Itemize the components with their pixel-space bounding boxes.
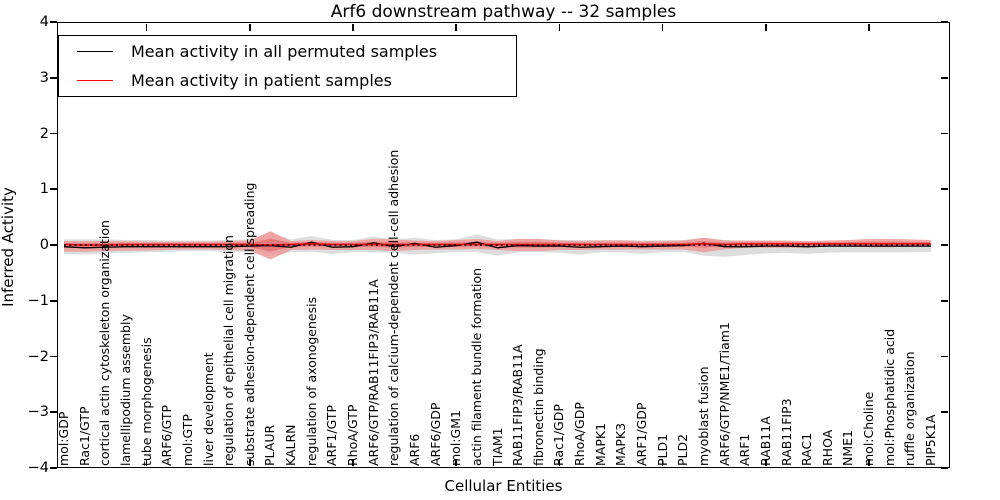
axis-tick <box>352 459 354 467</box>
x-category-label: PLD2 <box>675 433 691 466</box>
x-category-label: PLD1 <box>654 433 670 466</box>
y-tick-label: −4 <box>27 460 49 476</box>
x-category-label: NME1 <box>840 430 856 466</box>
axis-tick <box>50 132 57 135</box>
y-tick-label: 0 <box>39 237 49 253</box>
axis-tick <box>941 188 949 191</box>
axis-tick <box>941 355 949 358</box>
x-category-label: lamellipodium assembly <box>117 314 133 466</box>
permuted-mean-line <box>63 241 931 249</box>
axis-tick <box>868 459 870 467</box>
patient-line-swatch <box>77 79 113 81</box>
y-tick-label: 3 <box>39 69 49 86</box>
x-category-label: RhoA/GTP <box>345 404 360 466</box>
axis-tick <box>248 459 251 467</box>
x-category-label: RAB11FIP3/RAB11A <box>510 344 526 466</box>
axis-tick <box>455 459 457 467</box>
axis-tick <box>941 132 949 135</box>
axis-tick <box>941 76 949 79</box>
x-category-label: ARF6 <box>406 433 422 466</box>
axis-tick <box>145 459 148 467</box>
axis-tick <box>661 459 664 467</box>
x-category-label: Rac1/GDP <box>551 404 567 466</box>
x-category-label: mol:Choline <box>861 391 877 466</box>
x-category-label: fibronectin binding <box>530 348 546 466</box>
axis-tick <box>50 355 57 358</box>
x-category-label: ruffle organization <box>902 351 918 466</box>
x-category-label: RAC1 <box>799 432 815 466</box>
plot-area <box>63 231 931 260</box>
permuted-line-swatch <box>77 51 113 53</box>
x-category-label: mol:Phosphatidic acid <box>881 328 897 466</box>
x-category-label: TIAM1 <box>489 427 505 466</box>
x-category-label: substrate adhesion-dependent cell spread… <box>241 182 257 466</box>
axis-tick <box>352 23 354 31</box>
x-category-label: ARF1/GDP <box>634 402 649 466</box>
x-category-label: ARF1/GTP <box>324 404 340 466</box>
x-axis-label: Cellular Entities <box>444 477 563 495</box>
y-tick-label: −2 <box>27 348 49 365</box>
axis-tick <box>941 467 949 469</box>
y-tick-label: 1 <box>39 181 49 198</box>
x-category-label: PLAUR <box>262 424 278 466</box>
axis-tick <box>50 299 57 302</box>
axis-tick <box>50 244 57 246</box>
axis-tick <box>50 467 57 469</box>
x-category-label: mol:GDP <box>56 411 71 466</box>
axis-tick <box>868 23 870 31</box>
x-category-label: ARF1 <box>737 433 753 466</box>
x-category-label: mol:GTP <box>179 414 195 466</box>
x-category-label: regulation of epithelial cell migration <box>221 235 237 466</box>
x-category-label: PIP5K1A <box>923 414 938 466</box>
x-category-label: actin filament bundle formation <box>468 267 484 466</box>
x-category-label: MAPK3 <box>613 422 629 466</box>
x-category-label: RAB11A <box>757 416 773 466</box>
x-category-label: tube morphogenesis <box>138 337 154 466</box>
axis-tick <box>941 21 949 23</box>
axis-tick <box>248 23 251 31</box>
x-category-label: ARF6/GTP/NME1/Tiam1 <box>716 322 732 466</box>
legend-label: Mean activity in all permuted samples <box>131 42 438 62</box>
y-tick-label: 4 <box>39 14 49 30</box>
legend: Mean activity in all permuted samples Me… <box>58 35 517 97</box>
axis-tick <box>455 23 457 31</box>
x-category-label: cortical actin cytoskeleton organization <box>97 220 113 466</box>
x-category-label: mol:GM1 <box>448 410 464 466</box>
axis-tick <box>50 21 57 23</box>
y-tick-label: −1 <box>27 292 49 309</box>
x-category-label: ARF6/GDP <box>427 402 443 466</box>
axis-tick <box>50 188 57 191</box>
axis-tick <box>765 23 767 31</box>
axis-tick <box>145 23 148 31</box>
x-category-label: RAB11FIP3 <box>778 398 794 466</box>
x-category-label: myoblast fusion <box>695 366 711 466</box>
x-category-label: regulation of calcium-dependent cell-cel… <box>386 149 402 466</box>
x-category-label: RHOA <box>819 429 835 466</box>
x-category-label: liver development <box>200 352 216 466</box>
axis-tick <box>558 459 561 467</box>
x-category-label: MAPK1 <box>592 422 608 466</box>
y-tick-label: 2 <box>39 125 49 142</box>
x-category-label: regulation of axonogenesis <box>303 296 319 466</box>
x-category-label: ARF6/GTP/RAB11FIP3/RAB11A <box>365 279 381 466</box>
axis-tick <box>941 411 949 414</box>
x-category-label: ARF6/GTP <box>159 404 175 466</box>
legend-label: Mean activity in patient samples <box>131 70 392 90</box>
axis-tick <box>941 299 949 302</box>
axis-tick <box>765 459 767 467</box>
chart-title: Arf6 downstream pathway -- 32 samples <box>330 2 677 22</box>
x-category-label: RhoA/GDP <box>572 402 588 466</box>
x-category-label: Rac1/GTP <box>76 406 92 466</box>
legend-entry-permuted: Mean activity in all permuted samples <box>59 39 516 65</box>
x-category-label: KALRN <box>283 424 299 466</box>
legend-entry-patient: Mean activity in patient samples <box>59 67 516 93</box>
axis-tick <box>558 23 561 31</box>
axis-tick <box>50 411 57 414</box>
axis-tick <box>50 76 57 79</box>
axis-tick <box>941 244 949 246</box>
axis-tick <box>661 23 664 31</box>
y-tick-label: −3 <box>27 404 49 421</box>
